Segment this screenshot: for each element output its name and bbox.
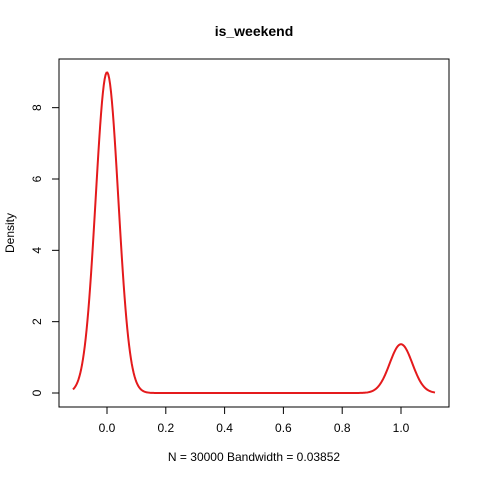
density-curve <box>72 71 436 394</box>
y-tick-label: 0 <box>30 389 44 396</box>
y-tick-label: 4 <box>30 247 44 254</box>
x-tick-label: 0.6 <box>275 421 292 435</box>
x-tick-label: 0.4 <box>216 421 233 435</box>
x-tick-label: 0.0 <box>99 421 116 435</box>
x-axis-label: N = 30000 Bandwidth = 0.03852 <box>168 450 340 464</box>
x-tick-label: 0.2 <box>157 421 174 435</box>
y-tick-label: 2 <box>30 318 44 325</box>
y-axis-label: Density <box>3 213 17 253</box>
x-tick-label: 1.0 <box>393 421 410 435</box>
chart-title: is_weekend <box>215 23 294 39</box>
y-tick-label: 8 <box>30 104 44 111</box>
y-axis: 0 2 4 6 8 <box>30 104 60 396</box>
y-tick-label: 6 <box>30 175 44 182</box>
x-axis: 0.0 0.2 0.4 0.6 0.8 1.0 <box>99 406 410 435</box>
x-tick-label: 0.8 <box>334 421 351 435</box>
